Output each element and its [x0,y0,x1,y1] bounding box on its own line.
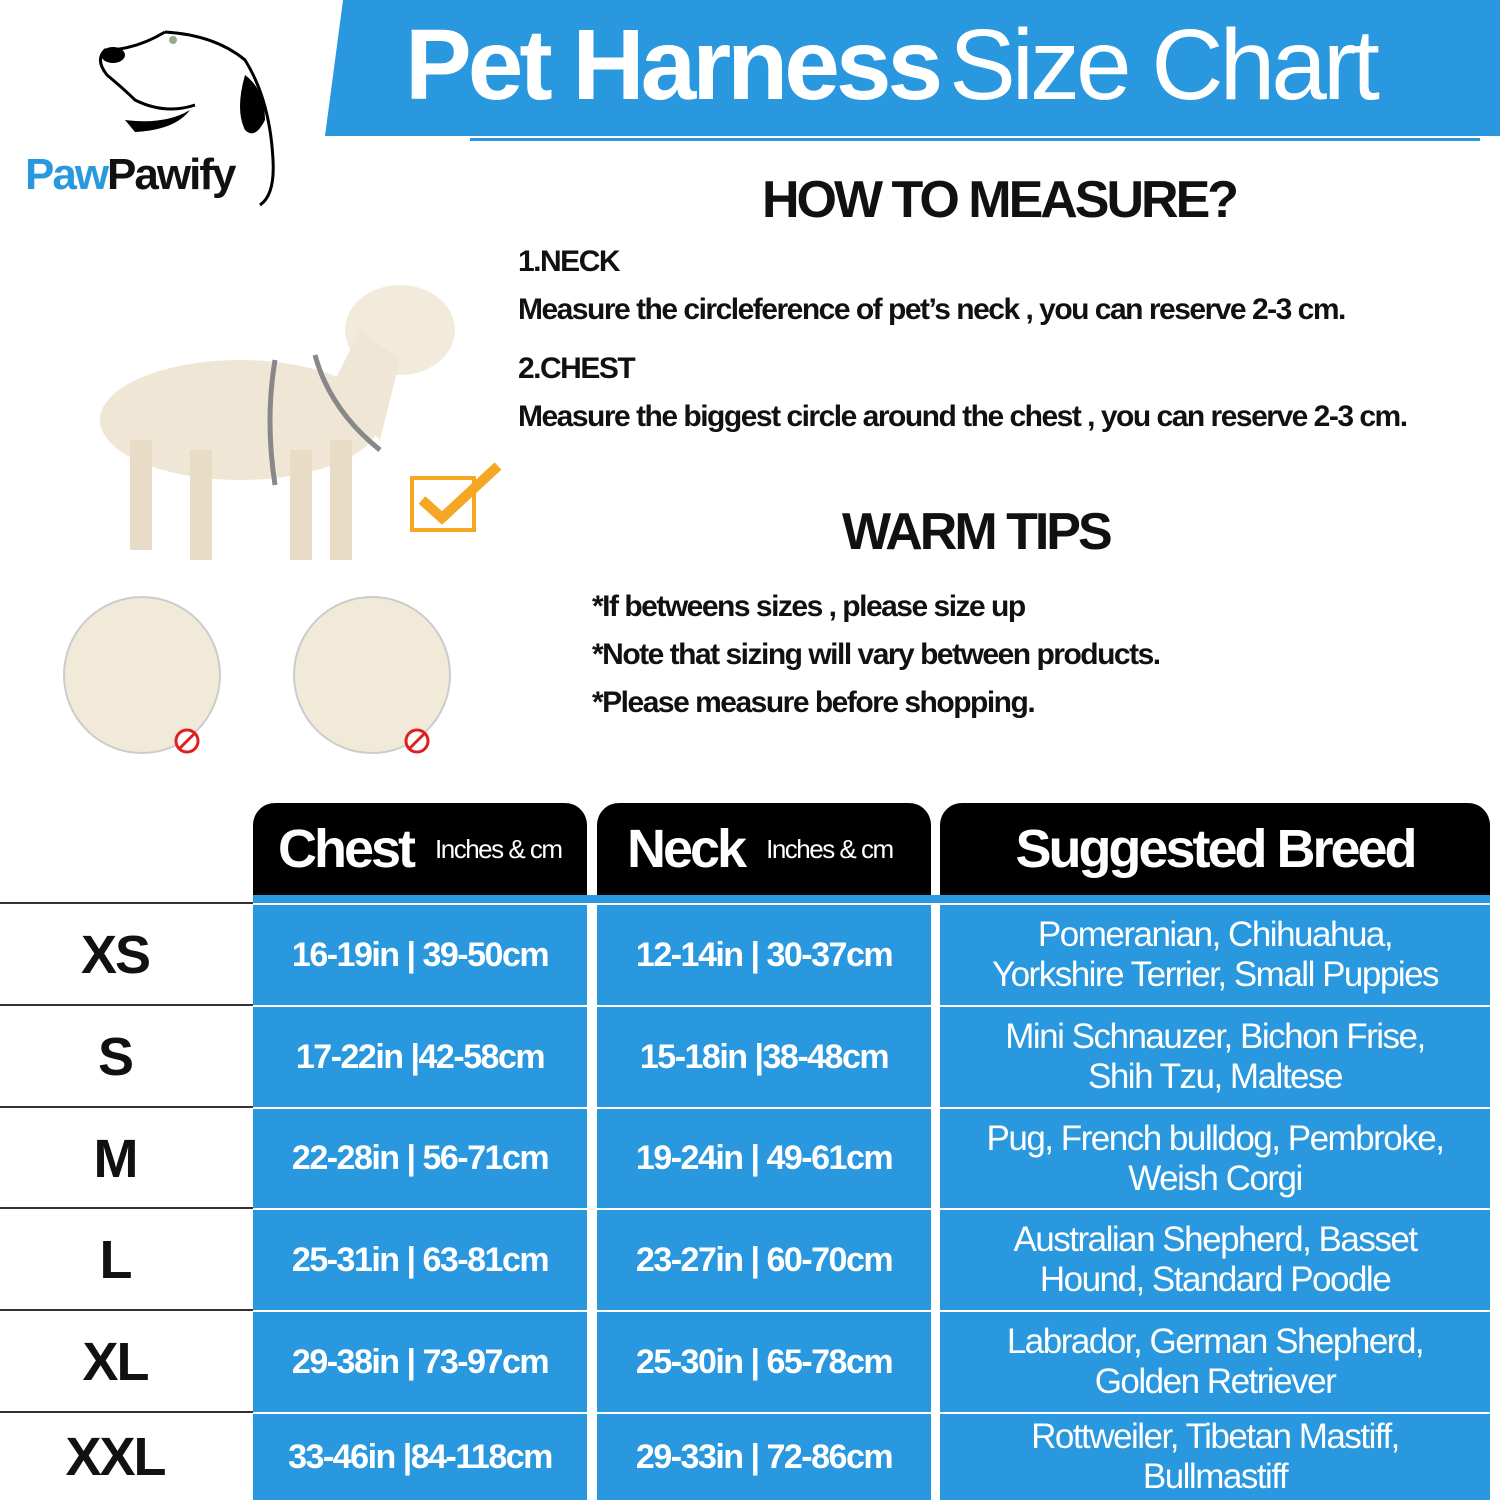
chest-cell: 33-46in |84-118cm [253,1414,587,1500]
breed-cell: Mini Schnauzer, Bichon Frise, Shih Tzu, … [940,1007,1490,1107]
chest-instructions: Measure the biggest circle around the ch… [518,400,1408,433]
neck-unit: Inches & cm [766,833,894,864]
chest-unit: Inches & cm [435,833,563,864]
wrong-neck-photo [63,596,221,754]
row-divider [0,902,253,904]
neck-cell: 23-27in | 60-70cm [597,1210,931,1310]
neck-header-label: Neck [627,819,747,879]
tip-item: *If betweens sizes , please size up [592,590,1026,623]
chest-cell: 29-38in | 73-97cm [253,1312,587,1412]
brand-part1: Paw [25,150,109,199]
how-to-heading: HOW TO MEASURE? [762,171,1239,229]
neck-label: 1.NECK [518,245,621,278]
warm-tips-heading: WARM TIPS [842,503,1113,561]
neck-instructions: Measure the circleference of pet’s neck … [518,293,1346,326]
row-divider [0,1106,253,1108]
chest-label: 2.CHEST [518,352,636,385]
size-label: L [99,1230,133,1290]
chest-cell: 17-22in |42-58cm [253,1007,587,1107]
neck-cell: 25-30in | 65-78cm [597,1312,931,1412]
neck-cell: 15-18in |38-48cm [597,1007,931,1107]
page-title: Pet Harness Size Chart [405,8,1380,123]
size-label: XS [80,925,151,985]
breed-header-label: Suggested Breed [1015,819,1417,879]
row-divider [0,1309,253,1311]
title-light: Size Chart [949,9,1380,121]
tip-item: *Please measure before shopping. [592,686,1036,719]
size-label: XXL [65,1427,166,1487]
chest-header: Chest Inches & cm [253,803,587,895]
breed-cell: Pug, French bulldog, Pembroke, Weish Cor… [940,1109,1490,1208]
chest-cell: 22-28in | 56-71cm [253,1109,587,1208]
title-banner [325,0,1500,136]
row-divider [0,1207,253,1209]
dog-photo [100,285,455,560]
neck-cell: 29-33in | 72-86cm [597,1414,931,1500]
wrong-chest-photo [293,596,451,754]
size-label: XL [82,1332,149,1392]
breed-cell: Rottweiler, Tibetan Mastiff, Bullmastiff [940,1414,1490,1500]
tip-item: *Note that sizing will vary between prod… [592,638,1161,671]
neck-cell: 19-24in | 49-61cm [597,1109,931,1208]
neck-cell: 12-14in | 30-37cm [597,905,931,1005]
size-label: S [97,1027,134,1087]
header-strip [253,895,1490,903]
check-icon [410,462,502,532]
brand-part2: Pawify [107,150,236,199]
neck-header: Neck Inches & cm [597,803,931,895]
row-divider [0,1411,253,1413]
divider [470,138,1480,141]
dog-logo-icon [99,30,275,207]
breed-cell: Pomeranian, Chihuahua, Yorkshire Terrier… [940,905,1490,1005]
chest-cell: 25-31in | 63-81cm [253,1210,587,1310]
chest-cell: 16-19in | 39-50cm [253,905,587,1005]
row-divider [0,1004,253,1006]
size-label: M [93,1128,139,1189]
breed-cell: Labrador, German Shepherd, Golden Retrie… [940,1312,1490,1412]
chest-header-label: Chest [278,819,416,879]
breed-cell: Australian Shepherd, Basset Hound, Stand… [940,1210,1490,1310]
title-bold: Pet Harness [405,9,943,121]
brand-logo: PawPawify [25,150,236,200]
breed-header: Suggested Breed [940,803,1490,895]
